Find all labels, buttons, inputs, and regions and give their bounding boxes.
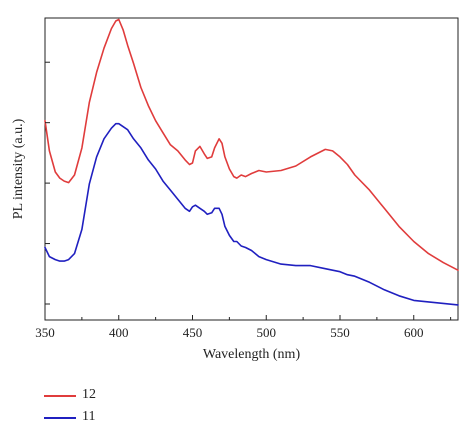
x-tick-label: 350	[35, 325, 55, 340]
legend-label: 12	[82, 387, 96, 402]
x-tick-label: 600	[404, 325, 424, 340]
legend-swatch	[44, 395, 76, 397]
x-tick-label: 400	[109, 325, 129, 340]
legend-swatch	[44, 417, 76, 419]
plot-frame	[44, 17, 459, 321]
legend: 12 11	[44, 386, 244, 430]
series-line-12	[44, 18, 459, 272]
legend-item-series-2: 11	[44, 408, 244, 428]
legend-item-series-1: 12	[44, 386, 244, 406]
series-line-11	[44, 122, 459, 306]
x-tick-label: 500	[257, 325, 277, 340]
legend-label: 11	[82, 409, 96, 424]
x-tick-label: 450	[183, 325, 203, 340]
y-axis-title: PL intensity (a.u.)	[11, 118, 26, 219]
x-tick-label: 550	[330, 325, 350, 340]
x-axis-title: Wavelength (nm)	[203, 347, 301, 362]
